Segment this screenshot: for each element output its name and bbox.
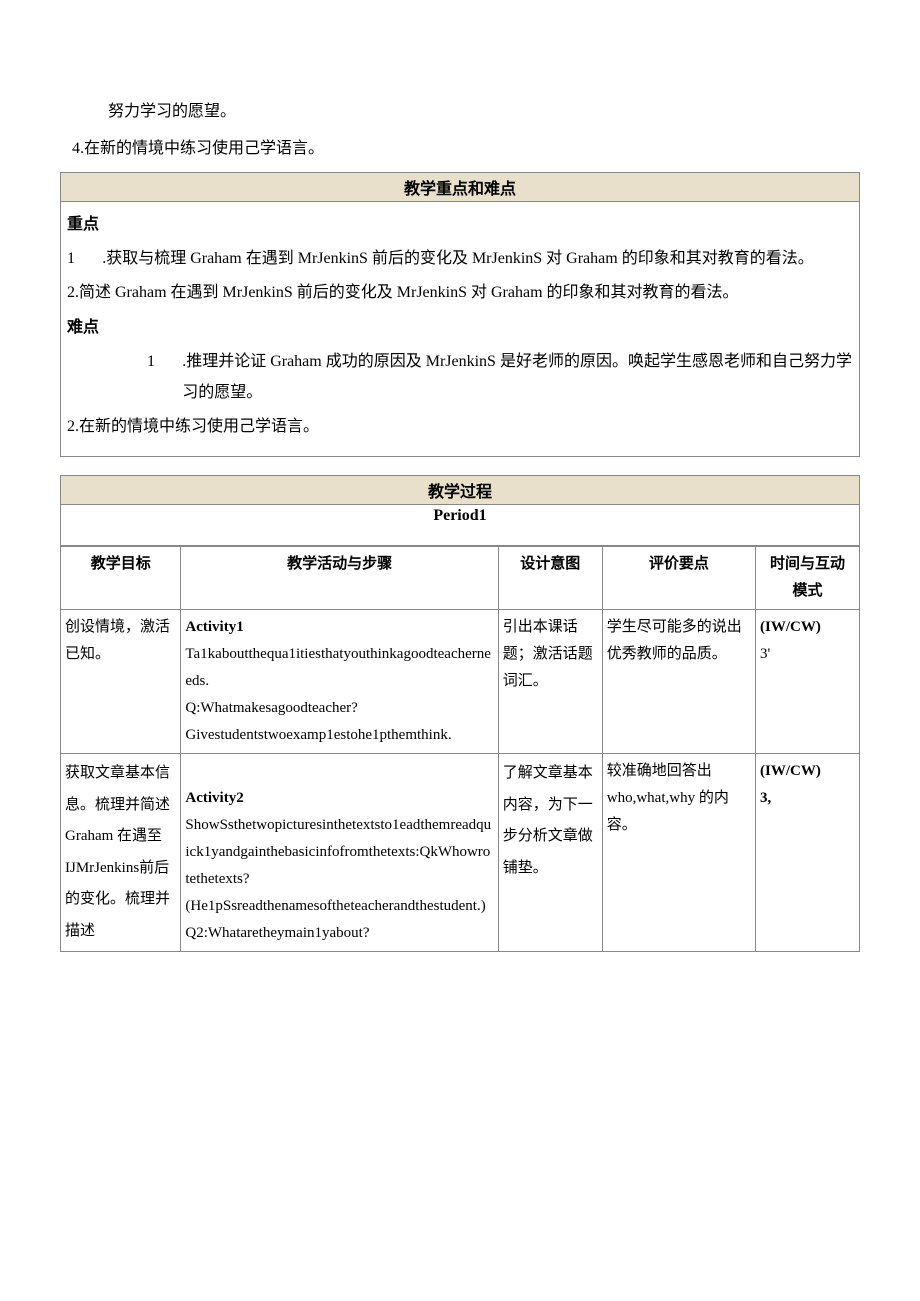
cell-time: (IW/CW) 3,: [755, 754, 859, 952]
cell-eval: 较准确地回答出who,what,why 的内容。: [602, 754, 755, 952]
keypoints-section: 重点 1 .获取与梳理 Graham 在遇到 MrJenkinS 前后的变化及 …: [60, 202, 860, 458]
time-b: 3,: [760, 790, 771, 806]
table-row: 创设情境，激活已知。 Activity1 Ta1kaboutthequa1iti…: [61, 610, 860, 754]
plan-table: 教学目标 教学活动与步骤 设计意图 评价要点 时间与互动 模式 创设情境，激活已…: [60, 546, 860, 952]
th-goal: 教学目标: [61, 547, 181, 610]
th-time: 时间与互动 模式: [755, 547, 859, 610]
nandian-item-1: 1 .推理并论证 Graham 成功的原因及 MrJenkinS 是好老师的原因…: [147, 347, 853, 408]
activity-body: Ta1kaboutthequa1itiesthatyouthinkagoodte…: [185, 646, 491, 743]
zhongdian-1-num: 1: [67, 244, 102, 274]
activity-body: ShowSsthetwopicturesinthetextsto1eadthem…: [185, 817, 491, 941]
time-b: 3': [760, 646, 770, 662]
nandian-label: 难点: [67, 313, 853, 343]
table-header-row: 教学目标 教学活动与步骤 设计意图 评价要点 时间与互动 模式: [61, 547, 860, 610]
nandian-item-2: 2.在新的情境中练习使用己学语言。: [67, 412, 853, 442]
activity-title: Activity2: [185, 790, 243, 806]
process-header: 教学过程: [60, 475, 860, 505]
th-time-b: 模式: [792, 583, 822, 599]
nandian-1-text: .推理并论证 Graham 成功的原因及 MrJenkinS 是好老师的原因。唤…: [182, 347, 853, 408]
cell-goal: 获取文章基本信息。梳理并简述Graham 在遇至IJMrJenkins前后的变化…: [61, 754, 181, 952]
pre-line-1: 努力学习的愿望。: [60, 98, 860, 127]
cell-intent: 引出本课话题；激活话题词汇。: [498, 610, 602, 754]
cell-activity: Activity2 ShowSsthetwopicturesinthetexts…: [181, 754, 498, 952]
cell-eval: 学生尽可能多的说出优秀教师的品质。: [602, 610, 755, 754]
keypoints-header: 教学重点和难点: [60, 172, 860, 202]
cell-activity: Activity1 Ta1kaboutthequa1itiesthatyouth…: [181, 610, 498, 754]
pre-line-2: 4.在新的情境中练习使用己学语言。: [72, 135, 860, 164]
table-row: 获取文章基本信息。梳理并简述Graham 在遇至IJMrJenkins前后的变化…: [61, 754, 860, 952]
zhongdian-item-2: 2.简述 Graham 在遇到 MrJenkinS 前后的变化及 MrJenki…: [67, 278, 853, 308]
cell-goal: 创设情境，激活已知。: [61, 610, 181, 754]
spacer: [60, 457, 860, 475]
zhongdian-label: 重点: [67, 210, 853, 240]
cell-time: (IW/CW) 3': [755, 610, 859, 754]
time-a: (IW/CW): [760, 763, 821, 779]
zhongdian-1-text: .获取与梳理 Graham 在遇到 MrJenkinS 前后的变化及 MrJen…: [102, 244, 853, 274]
document-page: 努力学习的愿望。 4.在新的情境中练习使用己学语言。 教学重点和难点 重点 1 …: [0, 0, 920, 972]
nandian-1-num: 1: [147, 347, 182, 408]
th-intent: 设计意图: [498, 547, 602, 610]
zhongdian-item-1: 1 .获取与梳理 Graham 在遇到 MrJenkinS 前后的变化及 MrJ…: [67, 244, 853, 274]
time-a: (IW/CW): [760, 619, 821, 635]
activity-title: Activity1: [185, 619, 243, 635]
cell-intent: 了解文章基本内容，为下一步分析文章做铺垫。: [498, 754, 602, 952]
th-time-a: 时间与互动: [770, 556, 845, 572]
period-label: Period1: [60, 505, 860, 546]
th-eval: 评价要点: [602, 547, 755, 610]
th-activity: 教学活动与步骤: [181, 547, 498, 610]
pre-text-block: 努力学习的愿望。 4.在新的情境中练习使用己学语言。: [60, 98, 860, 164]
